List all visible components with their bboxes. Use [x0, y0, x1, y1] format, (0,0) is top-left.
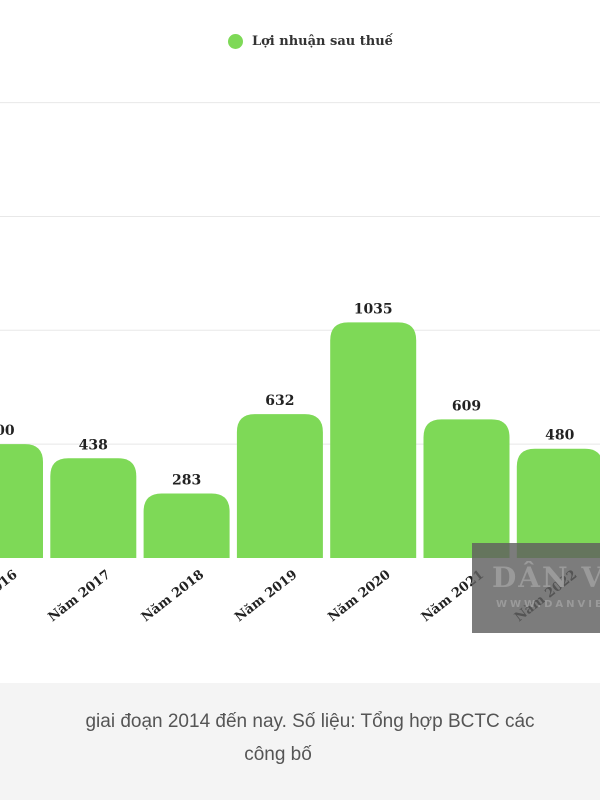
- category-label-3: Năm 2018: [139, 567, 207, 625]
- data-label-6: 609: [452, 398, 481, 414]
- legend-label: Lợi nhuận sau thuế: [252, 34, 393, 49]
- legend[interactable]: Lợi nhuận sau thuế: [228, 34, 393, 49]
- bar-3[interactable]: [143, 493, 230, 558]
- watermark-main: DÂN VIỆT: [492, 561, 600, 594]
- data-label-7: 480: [545, 428, 574, 444]
- legend-swatch: [228, 34, 243, 49]
- bar-6[interactable]: [423, 419, 510, 558]
- bar-chart: 500 ăm 2016 438 Năm 2017 283 Năm 2018 632 Năm 2…: [0, 102, 600, 625]
- data-label-5: 1035: [354, 301, 393, 317]
- caption-box: giai đoạn 2014 đến nay. Số liệu: Tổng hợ…: [0, 683, 600, 800]
- data-label-2: 438: [79, 437, 108, 453]
- category-label-1: ăm 2016: [0, 567, 20, 618]
- bar-4[interactable]: [236, 414, 323, 558]
- data-label-4: 632: [265, 393, 294, 409]
- figure-caption: giai đoạn 2014 đến nay. Số liệu: Tổng hợ…: [0, 705, 600, 771]
- bar-5[interactable]: [330, 322, 417, 558]
- category-label-4: Năm 2019: [232, 567, 300, 625]
- bar-2[interactable]: [50, 458, 137, 558]
- chart-area: 500 ăm 2016 438 Năm 2017 283 Năm 2018 632 Năm 2…: [0, 34, 600, 626]
- bar-1[interactable]: [0, 444, 43, 558]
- data-label-3: 283: [172, 473, 201, 489]
- bar-7[interactable]: [516, 448, 600, 558]
- category-label-2: Năm 2017: [46, 567, 114, 625]
- caption-line-1: giai đoạn 2014 đến nay. Số liệu: Tổng hợ…: [85, 711, 535, 732]
- caption-line-2: công bố: [244, 744, 312, 765]
- watermark-logo: DÂN VIỆT WWW.DANVIET.VN: [472, 543, 600, 633]
- data-label-1: 500: [0, 423, 15, 439]
- category-label-5: Năm 2020: [325, 567, 393, 625]
- watermark-sub: WWW.DANVIET.VN: [496, 599, 600, 610]
